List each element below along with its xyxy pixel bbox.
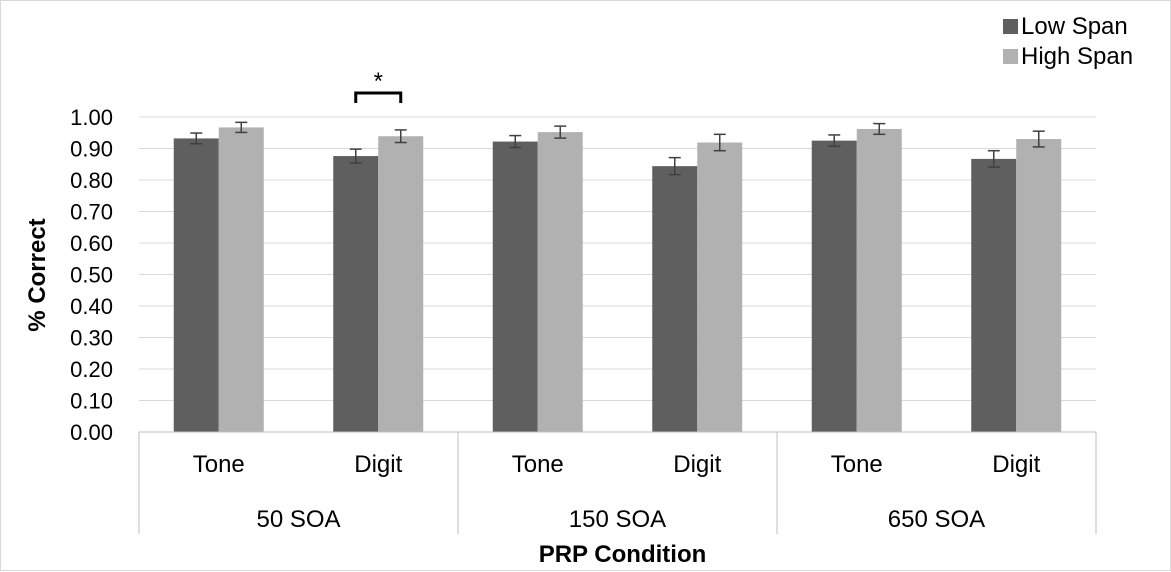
bar-high-span (537, 132, 583, 432)
y-tick-label: 1.00 (70, 105, 113, 130)
group-label: 150 SOA (569, 506, 666, 533)
y-tick-label: 0.70 (70, 200, 113, 225)
bar-low-span (492, 141, 538, 432)
legend-swatch-low-span (1003, 19, 1018, 34)
y-tick-label: 0.50 (70, 263, 113, 288)
legend-label: High Span (1021, 43, 1133, 70)
bar-low-span (333, 156, 379, 432)
bar-high-span (1016, 139, 1062, 433)
bar-low-span (811, 140, 857, 432)
bar-low-span (173, 138, 219, 433)
legend-swatch-high-span (1003, 49, 1018, 64)
category-label: Tone (193, 451, 245, 478)
group-label: 50 SOA (256, 506, 340, 533)
category-label: Tone (831, 451, 883, 478)
y-tick-label: 0.60 (70, 231, 113, 256)
y-tick-label: 0.10 (70, 389, 113, 414)
y-tick-label: 0.90 (70, 137, 113, 162)
significance-star: * (374, 68, 383, 95)
bar-high-span (218, 127, 264, 433)
category-label: Digit (992, 451, 1040, 478)
x-axis-title: PRP Condition (539, 541, 707, 568)
y-tick-label: 0.30 (70, 326, 113, 351)
group-label: 650 SOA (888, 506, 985, 533)
category-label: Digit (673, 451, 721, 478)
bar-high-span (378, 136, 424, 432)
y-axis-title: % Correct (24, 218, 51, 331)
y-tick-label: 0.40 (70, 294, 113, 319)
bar-low-span (652, 166, 698, 432)
category-label: Digit (354, 451, 402, 478)
bar-low-span (971, 158, 1017, 432)
category-label: Tone (512, 451, 564, 478)
y-tick-label: 0.00 (70, 420, 113, 445)
y-tick-label: 0.20 (70, 357, 113, 382)
legend-label: Low Span (1021, 13, 1128, 40)
bar-high-span (856, 128, 902, 432)
y-tick-label: 0.80 (70, 168, 113, 193)
significance-bracket (354, 91, 403, 103)
bar-high-span (697, 142, 743, 432)
